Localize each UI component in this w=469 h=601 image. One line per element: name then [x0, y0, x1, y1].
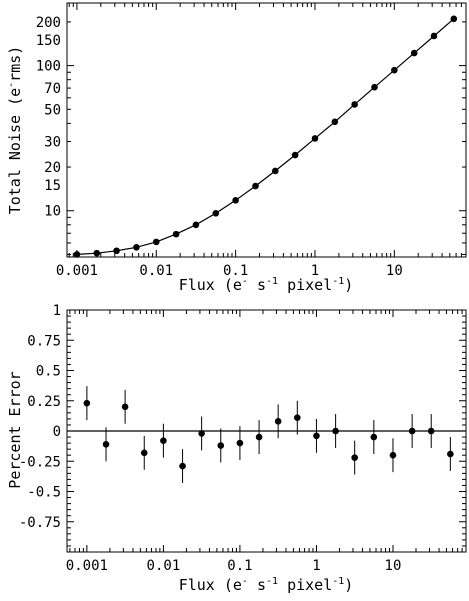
y-tick-label: -0.5	[27, 485, 61, 501]
data-point	[93, 249, 101, 257]
data-point	[389, 451, 397, 459]
data-point	[447, 450, 454, 458]
y-tick-label: 0.5	[36, 364, 61, 380]
data-point	[370, 433, 378, 441]
data-point	[121, 403, 129, 411]
y-tick-label: 0.25	[27, 394, 61, 410]
x-tick-label: 1	[311, 263, 319, 279]
data-point	[252, 182, 259, 190]
data-point	[351, 101, 358, 108]
y-tick-label: 0.75	[27, 333, 61, 349]
y-tick-label: 70	[44, 81, 61, 97]
data-point	[113, 247, 120, 255]
x-axis-title: Flux (e- s-1 pixel-1)	[179, 276, 354, 294]
y-tick-label: 20	[44, 160, 61, 176]
percent-error-plot: 0.001 0.01 0.1 1 10 1 0.75 0.5 0.25 0 -0.25 -0.5 -0.…	[6, 303, 467, 594]
data-point	[291, 151, 299, 159]
y-axis-title: Total Noise (e-rms)	[6, 46, 24, 215]
data-point	[410, 49, 418, 57]
data-point	[179, 462, 186, 470]
y-tick-label: 0	[53, 424, 61, 440]
data-point	[73, 251, 81, 258]
data-point	[293, 414, 301, 421]
data-point	[140, 449, 148, 457]
x-tick-label: 0.1	[227, 558, 252, 574]
y-tick-label: 1	[53, 303, 61, 319]
data-point	[152, 238, 160, 246]
y-tick-label: 10	[44, 204, 61, 220]
x-tick-label: 0.01	[147, 558, 181, 574]
data-point	[274, 418, 282, 425]
y-tick-label: 200	[36, 15, 61, 31]
data-point	[332, 427, 339, 435]
data-point	[255, 433, 263, 441]
data-point	[371, 83, 378, 91]
x-tick-label: 10	[385, 558, 402, 574]
x-tick-label: 0.001	[56, 263, 98, 279]
data-point	[192, 221, 200, 229]
x-tick-label: 0.01	[139, 263, 173, 279]
noise-curve	[76, 18, 455, 255]
data-point	[271, 167, 279, 175]
plot-frame	[66, 2, 467, 258]
y-axis-title: Percent Error	[6, 371, 24, 488]
y-tick-label: -0.75	[19, 515, 61, 531]
x-tick-label: 0.001	[66, 558, 108, 574]
data-point	[102, 441, 110, 448]
data-point	[212, 210, 220, 217]
data-point	[351, 454, 358, 461]
data-point	[160, 437, 167, 444]
x-tick-label: 1	[312, 558, 320, 574]
data-point	[430, 32, 438, 40]
data-point	[83, 399, 91, 407]
y-tick-label: 150	[36, 33, 61, 49]
data-point	[450, 15, 458, 23]
data-point	[408, 427, 416, 435]
y-tick-label: 30	[44, 134, 61, 150]
data-point	[311, 135, 319, 142]
noise-vs-flux-plot: 0.001 0.01 0.1 1 10 10 15 20 30 50 70 100 150 200 Tota…	[6, 2, 467, 294]
data-point	[236, 439, 244, 447]
data-point	[172, 230, 180, 238]
y-tick-label: 50	[44, 102, 61, 118]
y-tick-label: -0.25	[19, 454, 61, 470]
data-point	[198, 430, 205, 437]
data-point	[133, 243, 140, 251]
data-point	[313, 432, 320, 440]
data-point	[232, 197, 239, 204]
data-point	[331, 118, 339, 126]
y-tick-label: 15	[44, 178, 61, 194]
x-tick-label: 0.1	[223, 263, 248, 279]
data-point	[391, 66, 398, 74]
data-point	[217, 442, 225, 449]
x-axis-title: Flux (e- s-1 pixel-1)	[179, 576, 354, 594]
data-point	[427, 427, 435, 435]
y-tick-label: 100	[36, 59, 61, 75]
x-tick-label: 10	[386, 263, 403, 279]
